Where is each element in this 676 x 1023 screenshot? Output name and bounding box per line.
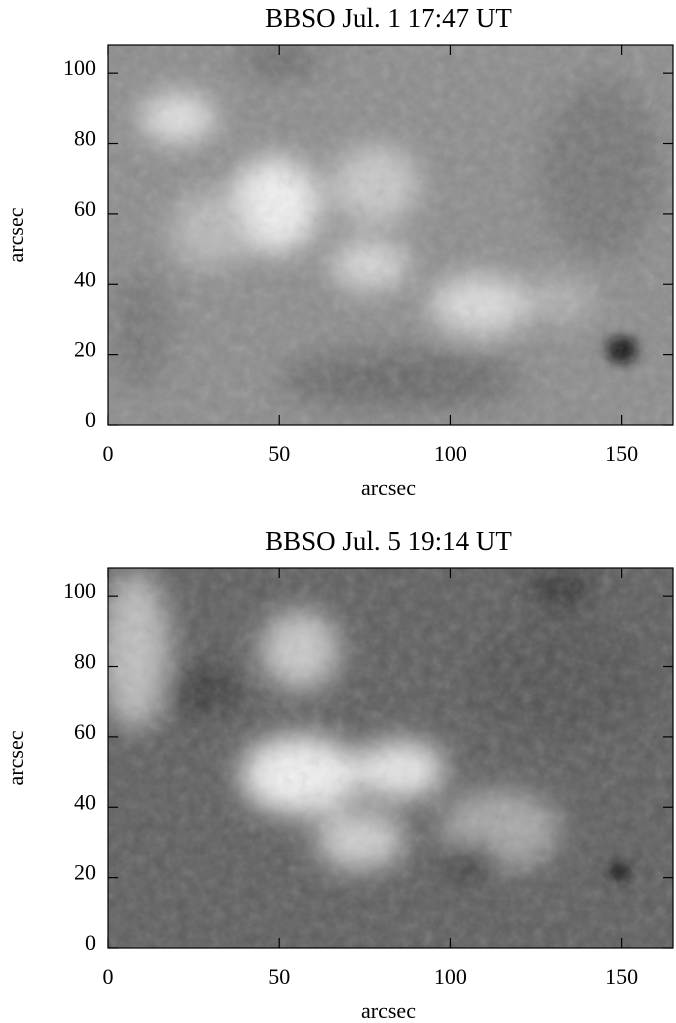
y-tick-label: 40	[74, 789, 96, 814]
x-axis-label: arcsec	[361, 998, 416, 1023]
y-tick-label: 100	[63, 55, 96, 80]
x-axis-label: arcsec	[361, 475, 416, 500]
x-tick-label: 150	[605, 441, 638, 466]
x-tick-label: 100	[434, 441, 467, 466]
y-tick-label: 60	[74, 196, 96, 221]
y-tick-label: 60	[74, 719, 96, 744]
x-tick-label: 50	[268, 441, 290, 466]
y-tick-label: 80	[74, 649, 96, 674]
chart-title: BBSO Jul. 1 17:47 UT	[265, 3, 512, 33]
y-tick-label: 0	[85, 407, 96, 432]
y-axis-label: arcsec	[3, 207, 28, 262]
y-tick-label: 20	[74, 337, 96, 362]
plot-frame	[107, 44, 674, 426]
solar-image	[108, 568, 673, 948]
y-tick-label: 0	[85, 930, 96, 955]
y-tick-label: 20	[74, 860, 96, 885]
x-tick-label: 100	[434, 964, 467, 989]
x-tick-label: 0	[103, 964, 114, 989]
y-axis-label: arcsec	[3, 730, 28, 785]
plot-frame	[107, 567, 674, 949]
x-tick-label: 0	[103, 441, 114, 466]
y-tick-label: 100	[63, 578, 96, 603]
y-tick-label: 40	[74, 266, 96, 291]
y-tick-label: 80	[74, 126, 96, 151]
x-tick-label: 150	[605, 964, 638, 989]
solar-image	[108, 45, 673, 425]
x-tick-label: 50	[268, 964, 290, 989]
chart-title: BBSO Jul. 5 19:14 UT	[265, 526, 512, 556]
